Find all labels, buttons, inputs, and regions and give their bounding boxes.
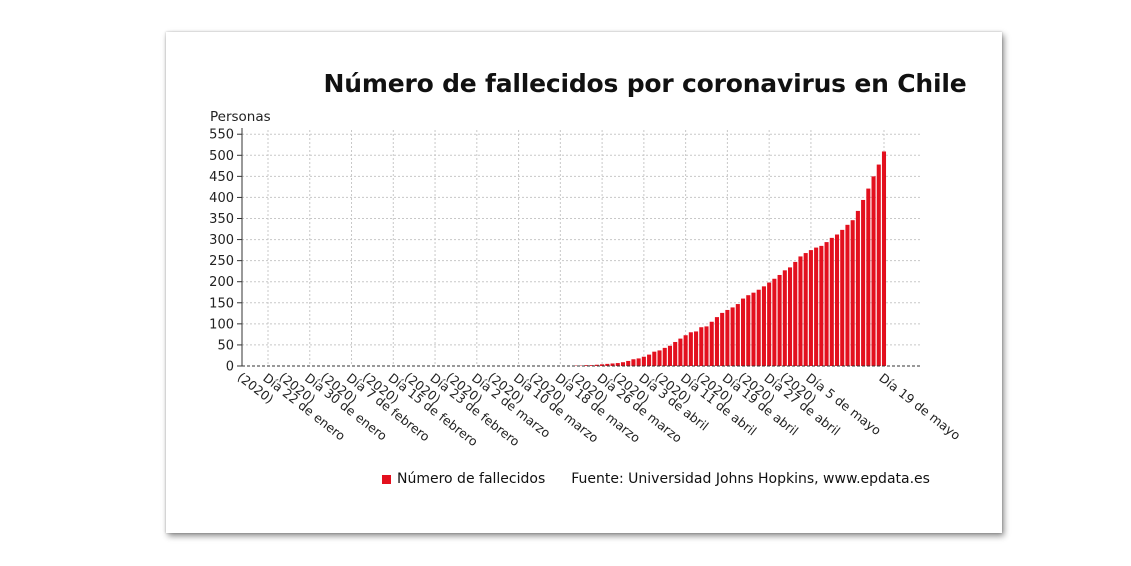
y-tick-label: 400: [209, 191, 234, 206]
bar-chart: 0 50 100 150 200 250 300 350 400 450 500 550 Persona…: [209, 109, 963, 449]
bar: [777, 274, 782, 366]
bar: [824, 242, 829, 366]
bar: [772, 278, 777, 366]
bar: [793, 261, 798, 366]
source-note: Fuente: Universidad Johns Hopkins, www.e…: [571, 471, 930, 487]
bar: [647, 354, 652, 366]
bar: [730, 307, 735, 366]
bar: [788, 267, 793, 366]
bar: [673, 341, 678, 366]
bar: [683, 335, 688, 366]
y-tick-label: 250: [209, 254, 234, 269]
bar: [720, 312, 725, 366]
bar: [636, 358, 641, 366]
y-tick-label: 100: [209, 317, 234, 332]
x-tick-label: Día 19 de mayo: [876, 370, 963, 443]
bar: [782, 270, 787, 366]
bar: [814, 247, 819, 366]
bar: [652, 351, 657, 366]
bar: [861, 199, 866, 366]
bar: [605, 363, 610, 366]
bar: [615, 363, 620, 366]
y-tick-label: 350: [209, 212, 234, 227]
bar: [584, 365, 589, 366]
x-tick-label-line: Día 19 de mayo: [876, 370, 963, 443]
bar: [798, 256, 803, 366]
y-tick-label: 200: [209, 275, 234, 290]
bar: [819, 245, 824, 366]
bar: [845, 224, 850, 366]
legend: Número de fallecidos Fuente: Universidad…: [382, 471, 930, 487]
chart-title: Número de fallecidos por coronavirus en …: [323, 69, 967, 98]
bar: [620, 362, 626, 366]
bar: [594, 364, 599, 366]
bar: [829, 237, 834, 366]
bar: [803, 253, 808, 366]
bar: [767, 282, 772, 366]
bar: [741, 298, 746, 366]
y-tick-label: 0: [226, 360, 234, 375]
bar: [850, 220, 855, 366]
bar: [735, 304, 740, 366]
bar: [694, 331, 699, 366]
bar: [881, 151, 887, 366]
bar: [808, 250, 813, 366]
bar: [678, 338, 683, 366]
bar: [600, 364, 605, 366]
bar: [876, 164, 881, 366]
y-tick-label: 550: [209, 128, 234, 143]
y-tick-label: 450: [209, 170, 234, 185]
y-tick-label: 500: [209, 149, 234, 164]
bar: [662, 347, 667, 366]
y-tick-label: 300: [209, 233, 234, 248]
bar: [657, 350, 662, 366]
chart-card: Número de fallecidos por coronavirus en …: [166, 32, 1002, 533]
bar: [746, 295, 751, 366]
bar: [667, 345, 672, 366]
bar: [589, 365, 594, 366]
legend-swatch: [382, 474, 391, 484]
bar: [626, 360, 631, 366]
bar: [866, 188, 871, 366]
bar: [834, 234, 840, 366]
bar: [610, 363, 615, 366]
bar: [631, 359, 636, 366]
bar: [709, 321, 714, 366]
bar: [855, 210, 860, 366]
y-tick-label: 50: [217, 338, 234, 353]
bar: [725, 309, 730, 366]
bar: [871, 176, 876, 366]
y-axis-label: Personas: [210, 109, 271, 125]
bar: [756, 289, 761, 366]
bar: [704, 326, 709, 366]
y-tick-label: 150: [209, 296, 234, 311]
bar: [688, 332, 693, 366]
legend-series-label: Número de fallecidos: [397, 471, 546, 487]
bar: [840, 229, 845, 366]
bar: [699, 327, 704, 366]
bar: [641, 356, 646, 366]
bar: [761, 286, 766, 366]
bar: [751, 292, 756, 366]
bar: [714, 317, 719, 366]
